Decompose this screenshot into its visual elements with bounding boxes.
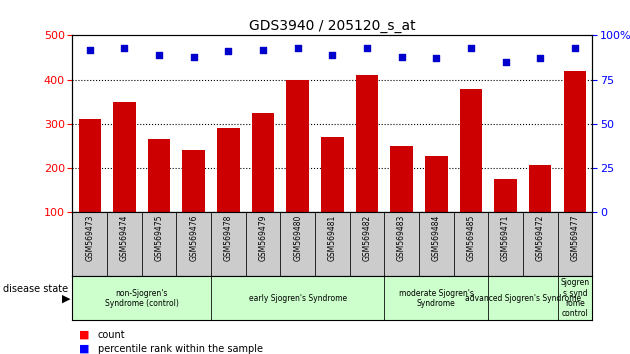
Text: GSM569473: GSM569473 <box>85 214 94 261</box>
Point <box>258 47 268 52</box>
Text: GSM569484: GSM569484 <box>432 214 441 261</box>
Bar <box>142 212 176 276</box>
Bar <box>425 156 447 212</box>
Point <box>292 45 302 51</box>
Point <box>500 59 510 65</box>
Bar <box>350 212 384 276</box>
Bar <box>280 212 315 276</box>
Bar <box>287 80 309 212</box>
Bar <box>460 89 482 212</box>
Text: GSM569482: GSM569482 <box>362 214 372 261</box>
Bar <box>558 276 592 320</box>
Point <box>84 47 95 52</box>
Bar <box>211 276 384 320</box>
Title: GDS3940 / 205120_s_at: GDS3940 / 205120_s_at <box>249 19 416 33</box>
Text: GSM569480: GSM569480 <box>293 214 302 261</box>
Text: ■: ■ <box>79 344 89 354</box>
Bar <box>564 71 586 212</box>
Bar <box>523 212 558 276</box>
Point <box>396 54 406 59</box>
Bar <box>488 276 558 320</box>
Bar <box>384 276 488 320</box>
Bar <box>246 212 280 276</box>
Bar <box>321 137 343 212</box>
Text: GSM569485: GSM569485 <box>466 214 476 261</box>
Bar <box>148 139 170 212</box>
Text: count: count <box>98 330 125 339</box>
Bar <box>384 212 419 276</box>
Bar <box>72 212 107 276</box>
Point <box>188 54 198 59</box>
Bar <box>419 212 454 276</box>
Point <box>535 56 545 61</box>
Text: GSM569471: GSM569471 <box>501 214 510 261</box>
Text: GSM569479: GSM569479 <box>258 214 268 261</box>
Point <box>120 45 130 51</box>
Bar <box>113 102 135 212</box>
Text: advanced Sjogren's Syndrome: advanced Sjogren's Syndrome <box>465 294 581 303</box>
Text: non-Sjogren's
Syndrome (control): non-Sjogren's Syndrome (control) <box>105 289 179 308</box>
Bar <box>529 165 551 212</box>
Bar <box>454 212 488 276</box>
Point <box>223 48 233 54</box>
Bar <box>391 146 413 212</box>
Text: GSM569475: GSM569475 <box>154 214 164 261</box>
Bar <box>558 212 592 276</box>
Text: GSM569477: GSM569477 <box>570 214 580 261</box>
Point <box>431 56 441 61</box>
Point <box>327 52 337 58</box>
Point <box>570 45 580 51</box>
Text: GSM569481: GSM569481 <box>328 214 337 261</box>
Bar <box>217 128 239 212</box>
Bar <box>252 113 274 212</box>
Bar <box>183 150 205 212</box>
Bar <box>107 212 142 276</box>
Bar <box>211 212 246 276</box>
Bar <box>315 212 350 276</box>
Bar <box>72 276 211 320</box>
Bar <box>495 179 517 212</box>
Text: early Sjogren's Syndrome: early Sjogren's Syndrome <box>249 294 347 303</box>
Text: ■: ■ <box>79 330 89 339</box>
Bar <box>356 75 378 212</box>
Text: GSM569478: GSM569478 <box>224 214 233 261</box>
Bar <box>79 120 101 212</box>
Bar <box>176 212 211 276</box>
Text: GSM569476: GSM569476 <box>189 214 198 261</box>
Point <box>362 45 372 51</box>
Text: GSM569474: GSM569474 <box>120 214 129 261</box>
Bar <box>488 212 523 276</box>
Text: moderate Sjogren's
Syndrome: moderate Sjogren's Syndrome <box>399 289 474 308</box>
Point <box>466 45 476 51</box>
Text: GSM569483: GSM569483 <box>397 214 406 261</box>
Text: Sjogren
s synd
rome
control: Sjogren s synd rome control <box>560 278 590 318</box>
Text: ▶: ▶ <box>62 293 71 303</box>
Text: disease state: disease state <box>3 284 68 295</box>
Text: GSM569472: GSM569472 <box>536 214 545 261</box>
Text: percentile rank within the sample: percentile rank within the sample <box>98 344 263 354</box>
Point <box>154 52 164 58</box>
